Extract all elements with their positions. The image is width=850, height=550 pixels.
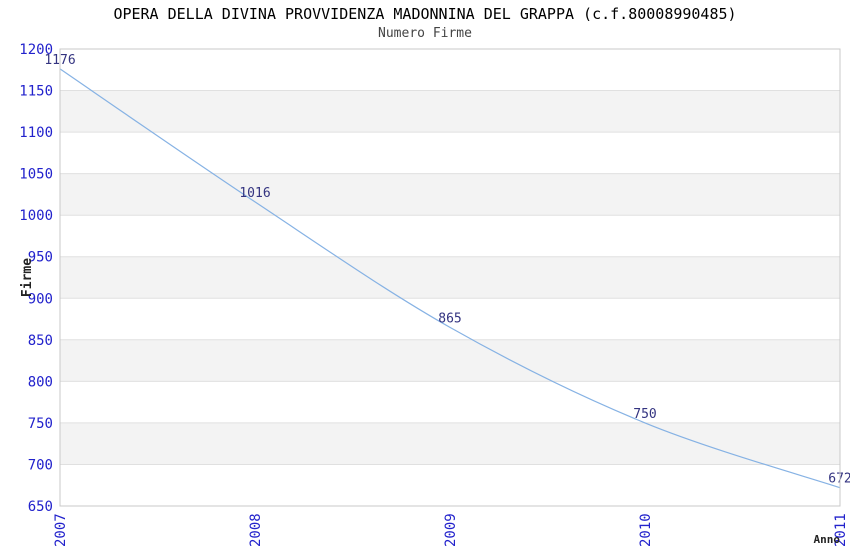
y-tick-label: 750 <box>28 416 53 432</box>
alt-band <box>60 256 840 299</box>
y-tick-label: 800 <box>28 374 53 390</box>
x-tick-label: 2011 <box>833 513 849 547</box>
x-tick-label: 2008 <box>248 513 264 547</box>
y-tick-label: 1050 <box>19 167 53 183</box>
x-axis-title: Anno <box>814 533 841 546</box>
alt-band <box>60 90 840 132</box>
y-axis-title: Firme <box>20 258 35 297</box>
y-tick-label: 950 <box>28 250 53 266</box>
y-tick-label: 1100 <box>19 125 53 141</box>
y-tick-label: 1000 <box>19 208 53 224</box>
firme-line-series <box>59 68 841 489</box>
chart-subtitle: Numero Firme <box>378 26 472 41</box>
y-tick-label: 1200 <box>19 42 53 58</box>
alt-band <box>60 173 840 216</box>
x-tick-label: 2009 <box>443 513 459 547</box>
x-tick-label: 2010 <box>638 513 654 547</box>
point-label: 865 <box>438 311 461 326</box>
y-tick-label: 850 <box>28 333 53 349</box>
y-tick-label: 900 <box>28 291 53 307</box>
y-tick-label: 700 <box>28 458 53 474</box>
x-tick-label: 2007 <box>53 513 69 547</box>
alt-band <box>60 422 840 465</box>
point-label: 750 <box>633 407 656 422</box>
y-tick-label: 1150 <box>19 84 53 100</box>
chart-title: OPERA DELLA DIVINA PROVVIDENZA MADONNINA… <box>113 5 737 23</box>
alt-band <box>60 339 840 382</box>
plot-border <box>59 48 841 507</box>
point-label: 672 <box>828 472 850 487</box>
y-tick-label: 650 <box>28 499 53 515</box>
point-label: 1016 <box>239 186 270 201</box>
